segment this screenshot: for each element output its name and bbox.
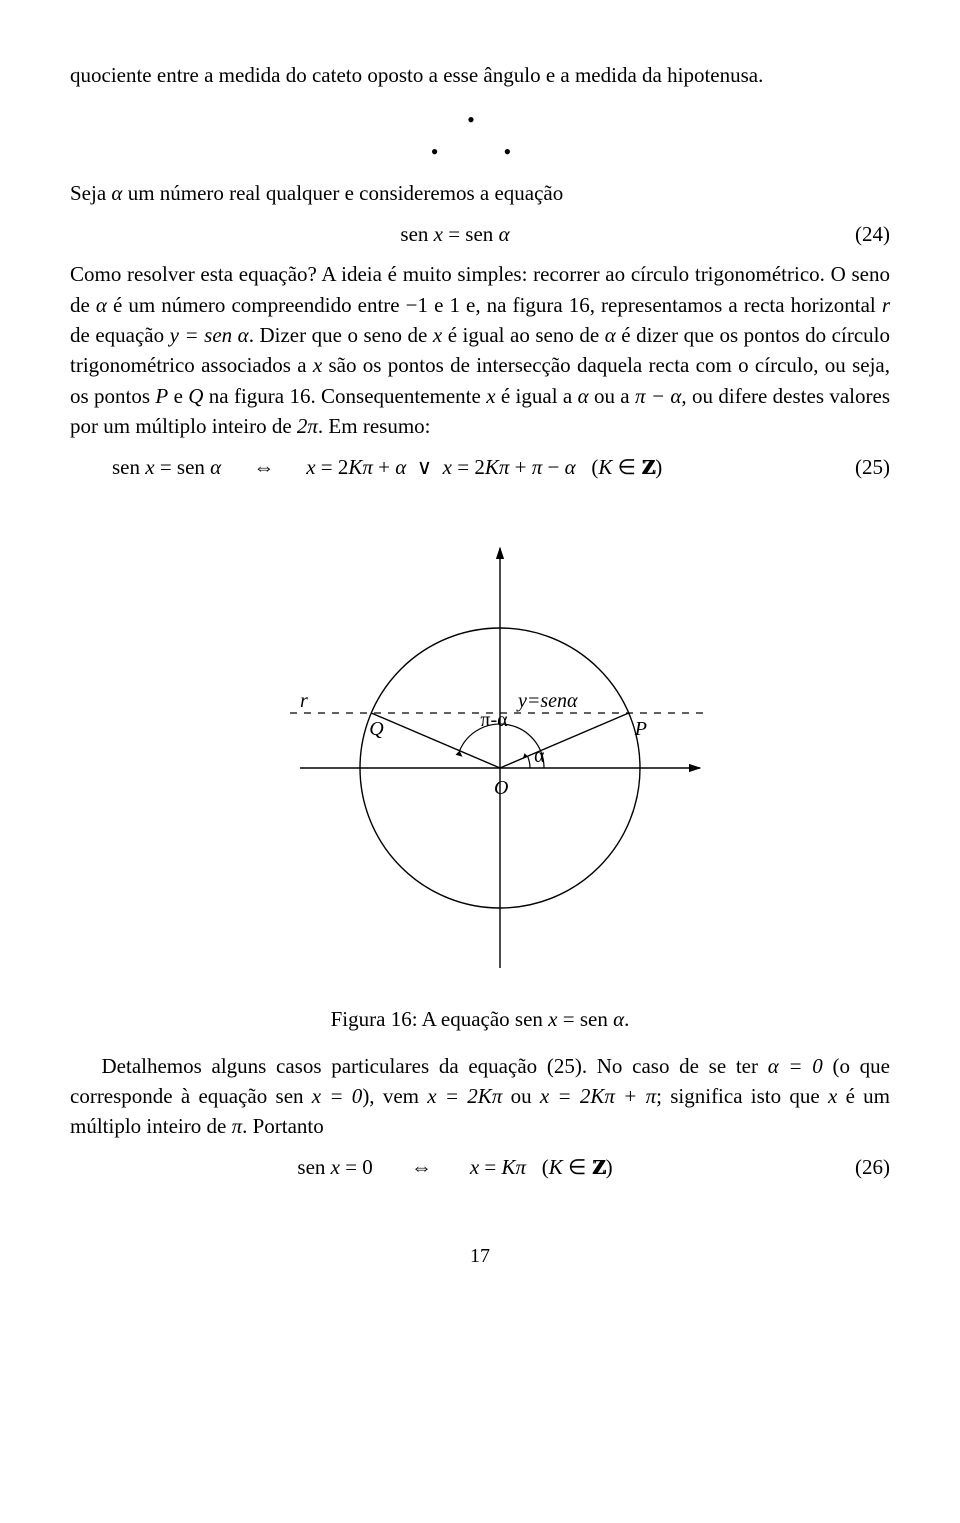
p3h: e bbox=[168, 384, 188, 408]
svg-text:y=senα: y=senα bbox=[516, 690, 578, 712]
figcap-alpha: α bbox=[613, 1007, 624, 1031]
p3m: . Em resumo: bbox=[318, 414, 431, 438]
figure-16-svg: r y=senα Q P Oα π-α bbox=[250, 518, 710, 978]
svg-text:r: r bbox=[300, 690, 308, 712]
integers-symbol-2: Z bbox=[592, 1152, 606, 1182]
sym-alpha-2: α bbox=[96, 293, 107, 317]
eq26-body: sen x = 0 ⇔ x = Kπ (K ∈ Z) bbox=[70, 1152, 840, 1182]
eq26-rhs: x = Kπ (K ∈ Z) bbox=[470, 1152, 613, 1182]
sym-alpha-4: α bbox=[578, 384, 589, 408]
sym-x2kpi: x = 2Kπ bbox=[427, 1084, 502, 1108]
eq24-text: sen x = sen α bbox=[400, 222, 509, 246]
p3b: é um número compreendido entre −1 e 1 e,… bbox=[107, 293, 882, 317]
equation-25: sen x = sen α ⇔ x = 2Kπ + α ∨ x = 2Kπ + … bbox=[70, 452, 890, 482]
paragraph-2: Seja α um número real qualquer e conside… bbox=[70, 178, 890, 208]
p3i: na figura 16. Consequentemente bbox=[203, 384, 486, 408]
sym-x-4: x bbox=[828, 1084, 837, 1108]
paragraph-1: quociente entre a medida do cateto opost… bbox=[70, 60, 890, 90]
figure-16-caption: Figura 16: A equação sen x = sen α. bbox=[70, 1004, 890, 1034]
svg-text:O: O bbox=[494, 777, 508, 799]
eq25-num: (25) bbox=[840, 452, 890, 482]
svg-text:α: α bbox=[534, 745, 545, 767]
eq24-num: (24) bbox=[840, 219, 890, 249]
p3j: é igual a bbox=[496, 384, 578, 408]
p4c: ), vem bbox=[362, 1084, 427, 1108]
eq26-lhs: sen x = 0 bbox=[297, 1152, 372, 1182]
equation-24: sen x = sen α (24) bbox=[70, 219, 890, 249]
p4g: . Portanto bbox=[242, 1114, 324, 1138]
sym-pia: π − α bbox=[635, 384, 681, 408]
section-dots: •• • bbox=[70, 104, 890, 168]
eq25-iff: ⇔ bbox=[253, 452, 274, 482]
sym-x-3: x bbox=[486, 384, 495, 408]
eq25-lhs: sen x = sen α bbox=[112, 452, 221, 482]
paragraph-3: Como resolver esta equação? A ideia é mu… bbox=[70, 259, 890, 442]
eq26-iff: ⇔ bbox=[411, 1152, 432, 1182]
sym-x-2: x bbox=[313, 353, 322, 377]
p2b: um número real qualquer e consideremos a… bbox=[122, 181, 563, 205]
sym-P: P bbox=[155, 384, 168, 408]
p3c: de equação bbox=[70, 323, 170, 347]
page-number: 17 bbox=[70, 1242, 890, 1271]
p4e: ; significa isto que bbox=[656, 1084, 828, 1108]
figure-16: r y=senα Q P Oα π-α bbox=[70, 518, 890, 978]
p3k: ou a bbox=[589, 384, 635, 408]
sym-pi: π bbox=[232, 1114, 243, 1138]
figcap-b: = sen bbox=[558, 1007, 614, 1031]
figcap-a: Figura 16: A equação sen bbox=[331, 1007, 549, 1031]
equation-26: sen x = 0 ⇔ x = Kπ (K ∈ Z) (26) bbox=[70, 1152, 890, 1182]
sym-alpha-3: α bbox=[605, 323, 616, 347]
eq26-num: (26) bbox=[840, 1152, 890, 1182]
figcap-x: x bbox=[548, 1007, 557, 1031]
eq25-rhs: x = 2Kπ + α ∨ x = 2Kπ + π − α (K ∈ Z) bbox=[306, 452, 662, 482]
sym-2pi: 2π bbox=[297, 414, 318, 438]
p3e: é igual ao seno de bbox=[442, 323, 605, 347]
sym-a0: α = 0 bbox=[768, 1054, 823, 1078]
sym-x0: x = 0 bbox=[312, 1084, 363, 1108]
sym-r: r bbox=[882, 293, 890, 317]
svg-text:Q: Q bbox=[369, 718, 384, 740]
sym-ysen: y = sen α bbox=[170, 323, 249, 347]
svg-text:P: P bbox=[634, 718, 647, 740]
p4a: Detalhemos alguns casos particulares da … bbox=[102, 1054, 768, 1078]
figcap-c: . bbox=[624, 1007, 629, 1031]
paragraph-4: Detalhemos alguns casos particulares da … bbox=[70, 1051, 890, 1142]
integers-symbol: Z bbox=[641, 452, 655, 482]
p4d: ou bbox=[502, 1084, 540, 1108]
sym-x2kpipi: x = 2Kπ + π bbox=[540, 1084, 656, 1108]
p3d: . Dizer que o seno de bbox=[249, 323, 433, 347]
sym-alpha: α bbox=[111, 181, 122, 205]
p2a: Seja bbox=[70, 181, 111, 205]
eq24-body: sen x = sen α bbox=[70, 219, 840, 249]
svg-text:π-α: π-α bbox=[480, 709, 508, 731]
sym-Q: Q bbox=[188, 384, 203, 408]
sym-x: x bbox=[433, 323, 442, 347]
